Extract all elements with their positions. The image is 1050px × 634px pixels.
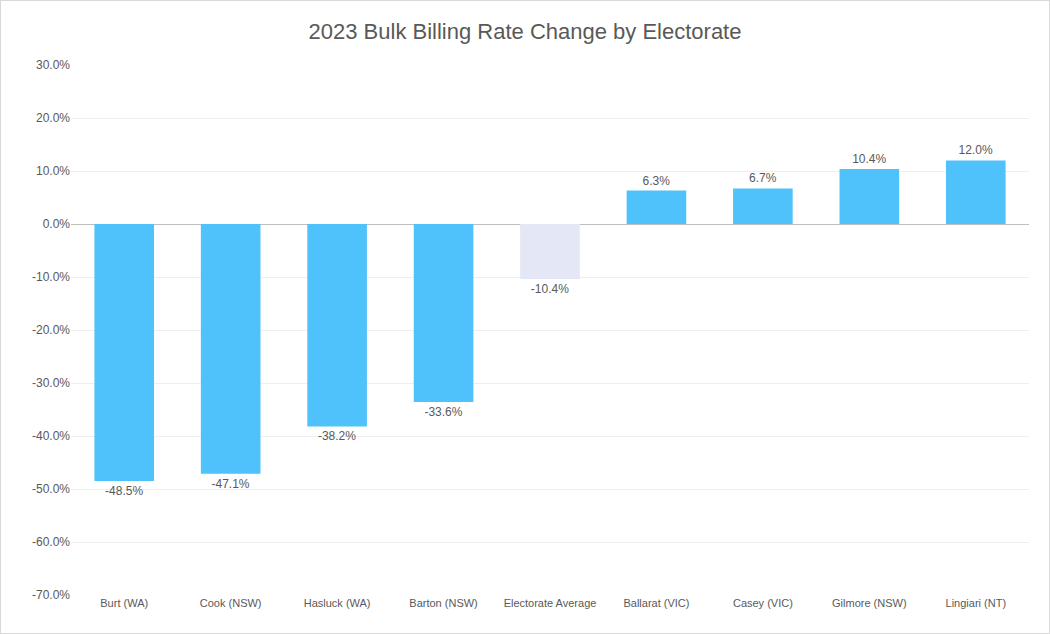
svg-text:12.0%: 12.0% [959,143,993,157]
svg-text:Electorate Average: Electorate Average [504,597,597,609]
svg-text:-48.5%: -48.5% [105,484,143,498]
svg-text:Burt (WA): Burt (WA) [100,597,148,609]
svg-text:-20.0%: -20.0% [32,323,70,337]
svg-text:-33.6%: -33.6% [424,405,462,419]
svg-text:-40.0%: -40.0% [32,429,70,443]
svg-text:10.0%: 10.0% [36,164,70,178]
svg-text:-47.1%: -47.1% [211,477,249,491]
svg-text:20.0%: 20.0% [36,111,70,125]
svg-text:Cook (NSW): Cook (NSW) [200,597,262,609]
svg-text:-38.2%: -38.2% [318,429,356,443]
svg-text:6.7%: 6.7% [749,171,777,185]
svg-text:Hasluck (WA): Hasluck (WA) [304,597,371,609]
svg-text:30.0%: 30.0% [36,58,70,72]
svg-text:-60.0%: -60.0% [32,535,70,549]
svg-text:2023 Bulk Billing Rate Change: 2023 Bulk Billing Rate Change by Elector… [309,19,742,44]
svg-text:Lingiari (NT): Lingiari (NT) [946,597,1007,609]
svg-text:Casey (VIC): Casey (VIC) [733,597,793,609]
svg-text:-10.4%: -10.4% [531,282,569,296]
svg-text:-30.0%: -30.0% [32,376,70,390]
svg-text:Ballarat (VIC): Ballarat (VIC) [623,597,689,609]
svg-text:0.0%: 0.0% [43,217,71,231]
svg-text:6.3%: 6.3% [643,174,671,188]
svg-text:-10.0%: -10.0% [32,270,70,284]
svg-text:-70.0%: -70.0% [32,588,70,602]
svg-text:Gilmore (NSW): Gilmore (NSW) [832,597,907,609]
svg-text:10.4%: 10.4% [852,152,886,166]
svg-text:Barton (NSW): Barton (NSW) [409,597,477,609]
svg-text:-50.0%: -50.0% [32,482,70,496]
